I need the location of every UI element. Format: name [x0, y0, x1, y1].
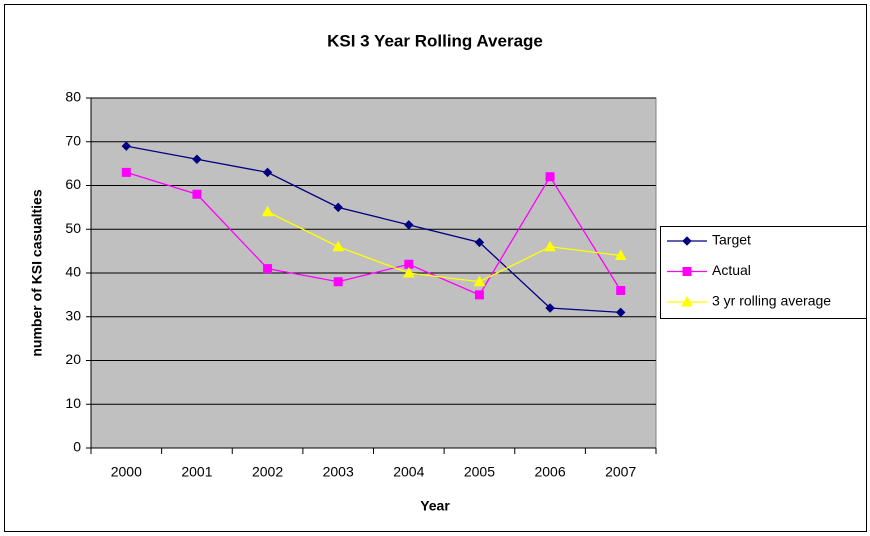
marker — [474, 237, 485, 248]
marker — [682, 267, 692, 276]
marker — [333, 277, 343, 287]
marker — [404, 220, 414, 230]
legend-label: Target — [712, 232, 751, 248]
y-tick-label: 40 — [65, 264, 81, 280]
marker — [263, 264, 273, 274]
y-tick-label: 50 — [65, 220, 81, 236]
marker — [332, 240, 345, 252]
marker — [615, 307, 626, 318]
x-tick-label: 2003 — [323, 464, 354, 480]
legend — [660, 226, 867, 319]
marker — [616, 286, 626, 295]
marker — [333, 202, 343, 213]
x-tick-label: 2006 — [534, 464, 565, 480]
y-tick-label: 60 — [65, 176, 81, 192]
marker — [545, 172, 555, 182]
marker — [261, 205, 274, 217]
series-line — [126, 171, 622, 296]
x-tick-label: 2001 — [181, 464, 212, 480]
marker — [545, 303, 555, 313]
y-tick-label: 30 — [65, 307, 81, 323]
marker — [544, 240, 556, 252]
marker — [474, 290, 484, 300]
marker — [681, 295, 693, 307]
x-tick-label: 2007 — [605, 464, 636, 480]
marker — [192, 154, 202, 164]
marker — [614, 249, 627, 260]
legend-label: Actual — [712, 262, 751, 278]
x-tick-label: 2000 — [111, 464, 142, 480]
y-tick-label: 10 — [65, 395, 81, 411]
y-tick-label: 20 — [65, 351, 81, 367]
marker — [473, 275, 486, 287]
x-tick-label: 2004 — [393, 464, 424, 480]
marker — [402, 266, 415, 278]
y-tick-label: 80 — [65, 89, 81, 105]
x-axis-title: Year — [420, 498, 450, 514]
marker — [682, 236, 692, 246]
legend-label: 3 yr rolling average — [712, 293, 831, 309]
series-line — [126, 145, 621, 314]
marker — [121, 141, 132, 151]
chart-title: KSI 3 Year Rolling Average — [327, 31, 543, 50]
marker — [262, 167, 273, 178]
x-tick-label: 2005 — [464, 464, 495, 480]
y-tick-label: 70 — [65, 132, 81, 148]
y-tick-label: 0 — [73, 439, 81, 455]
x-tick-label: 2002 — [252, 464, 283, 480]
series-line — [267, 211, 621, 283]
marker — [121, 167, 131, 177]
marker — [192, 189, 202, 199]
y-axis-title: number of KSI casualties — [29, 189, 45, 356]
